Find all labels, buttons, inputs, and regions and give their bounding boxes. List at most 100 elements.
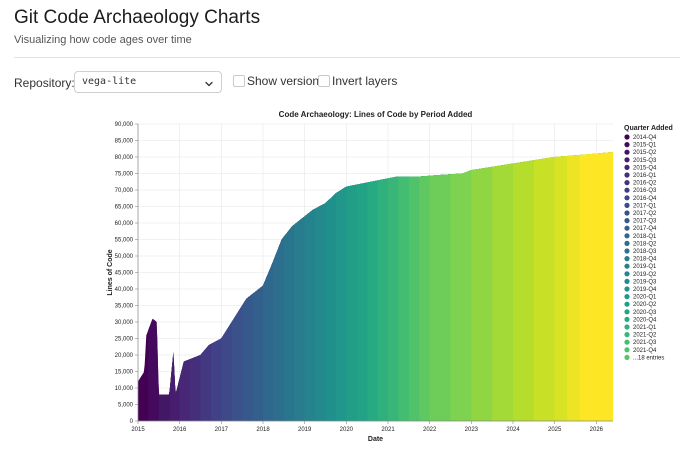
legend-swatch [624, 301, 630, 307]
legend-label: 2016-Q4 [633, 196, 657, 202]
legend-label: 2016-Q2 [633, 181, 657, 187]
x-tick-label: 2024 [506, 427, 520, 433]
legend-swatch [624, 187, 630, 193]
legend-swatch [624, 248, 630, 254]
y-tick-label: 20,000 [115, 353, 134, 359]
legend-label: 2019-Q3 [633, 279, 657, 285]
y-tick-label: 70,000 [115, 188, 134, 194]
legend-swatch [624, 339, 630, 345]
x-tick-label: 2020 [340, 427, 354, 433]
legend-label: 2017-Q1 [633, 203, 657, 209]
legend-swatch [624, 225, 630, 231]
legend-label: 2016-Q1 [633, 173, 657, 179]
legend-swatch [624, 164, 630, 170]
y-tick-label: 0 [130, 419, 134, 425]
repository-select[interactable]: vega-lite [74, 71, 222, 93]
legend-label: 2019-Q4 [633, 287, 657, 293]
legend-swatch [624, 286, 630, 292]
header-divider [14, 57, 680, 58]
chart-layers [138, 152, 614, 421]
legend-swatch [624, 240, 630, 246]
repository-label: Repository: [14, 76, 75, 90]
invert-layers-checkbox[interactable] [318, 75, 330, 87]
legend-label: 2015-Q1 [633, 143, 657, 149]
legend-swatch [624, 316, 630, 322]
legend-swatch [624, 294, 630, 300]
legend-swatch [624, 218, 630, 224]
legend-title: Quarter Added [624, 125, 673, 132]
legend-label: 2018-Q1 [633, 234, 657, 240]
x-tick-label: 2016 [173, 427, 187, 433]
controls-bar: Repository: vega-lite Show versions Inve… [14, 71, 674, 95]
show-versions-label: Show versions [247, 74, 326, 88]
area-layer-shade [158, 394, 171, 421]
legend-swatch [624, 354, 630, 360]
legend-label: 2018-Q3 [633, 249, 657, 255]
chart-axes: 0 5,000 10,000 15,000 20,000 25,000 30,000 35,0… [115, 122, 613, 433]
invert-layers-label: Invert layers [332, 74, 398, 88]
y-tick-label: 15,000 [115, 370, 134, 376]
y-tick-label: 45,000 [115, 271, 134, 277]
legend-swatch [624, 233, 630, 239]
y-tick-label: 65,000 [115, 205, 134, 211]
y-tick-label: 60,000 [115, 221, 134, 227]
page-title: Git Code Archaeology Charts [14, 7, 261, 28]
y-tick-label: 10,000 [115, 386, 134, 392]
x-tick-label: 2015 [131, 427, 145, 433]
legend-swatch [624, 210, 630, 216]
legend-swatch [624, 256, 630, 262]
y-tick-label: 85,000 [115, 139, 134, 145]
legend-label: 2018-Q4 [633, 257, 657, 263]
legend-label: 2017-Q4 [633, 226, 657, 232]
legend-swatch [624, 180, 630, 186]
legend-swatch [624, 324, 630, 330]
legend-swatch [624, 347, 630, 353]
show-versions-checkbox[interactable] [233, 75, 245, 87]
legend-label: 2017-Q3 [633, 219, 657, 225]
legend-swatch [624, 202, 630, 208]
legend-swatch [624, 271, 630, 277]
y-axis-title: Lines of Code [107, 249, 114, 295]
legend-swatch [624, 195, 630, 201]
chart-title: Code Archaeology: Lines of Code by Perio… [279, 110, 473, 119]
legend-label: 2016-Q3 [633, 188, 657, 194]
page-subtitle: Visualizing how code ages over time [14, 34, 192, 46]
x-tick-label: 2021 [381, 427, 395, 433]
legend-label: 2019-Q2 [633, 272, 657, 278]
y-tick-label: 30,000 [115, 320, 134, 326]
legend-label: 2014-Q4 [633, 135, 657, 141]
legend-swatch [624, 332, 630, 338]
legend-label: 2021-Q1 [633, 325, 657, 331]
x-tick-label: 2026 [590, 427, 604, 433]
legend-label: 2017-Q2 [633, 211, 657, 217]
y-tick-label: 5,000 [118, 403, 134, 409]
x-tick-label: 2022 [423, 427, 437, 433]
y-tick-label: 75,000 [115, 172, 134, 178]
legend-label: 2021-Q3 [633, 340, 657, 346]
legend-label: 2020-Q2 [633, 302, 657, 308]
legend-swatch [624, 157, 630, 163]
legend-swatch [624, 263, 630, 269]
y-tick-label: 25,000 [115, 337, 134, 343]
legend-swatch [624, 309, 630, 315]
legend-label: 2015-Q3 [633, 158, 657, 164]
legend-swatch [624, 278, 630, 284]
y-tick-label: 55,000 [115, 238, 134, 244]
x-tick-label: 2025 [548, 427, 562, 433]
legend-label: 2018-Q2 [633, 241, 657, 247]
legend-swatch [624, 172, 630, 178]
area-layer [579, 152, 613, 421]
legend-label: 2020-Q3 [633, 310, 657, 316]
legend-label: 2015-Q4 [633, 165, 657, 171]
legend-label: 2021-Q4 [633, 348, 657, 354]
chevron-down-icon [204, 76, 214, 94]
y-tick-label: 50,000 [115, 254, 134, 260]
x-tick-label: 2023 [465, 427, 479, 433]
legend-swatch [624, 134, 630, 140]
y-tick-label: 35,000 [115, 304, 134, 310]
y-tick-label: 80,000 [115, 155, 134, 161]
legend-label: 2021-Q2 [633, 333, 657, 339]
repository-select-value: vega-lite [82, 76, 137, 87]
